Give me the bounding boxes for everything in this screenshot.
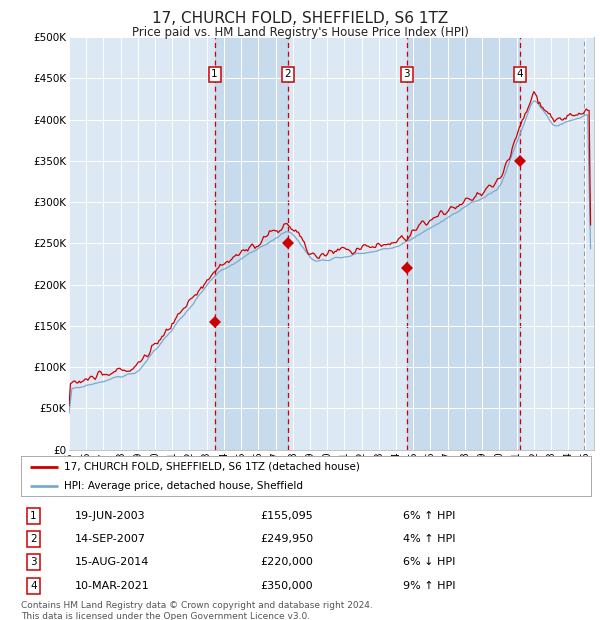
Text: 10-MAR-2021: 10-MAR-2021 (75, 580, 150, 591)
Text: £155,095: £155,095 (260, 511, 313, 521)
Text: Contains HM Land Registry data © Crown copyright and database right 2024.
This d: Contains HM Land Registry data © Crown c… (21, 601, 373, 620)
Text: 17, CHURCH FOLD, SHEFFIELD, S6 1TZ: 17, CHURCH FOLD, SHEFFIELD, S6 1TZ (152, 11, 448, 26)
Text: 2: 2 (30, 534, 37, 544)
Text: 19-JUN-2003: 19-JUN-2003 (75, 511, 146, 521)
Text: 3: 3 (403, 69, 410, 79)
Text: 6% ↓ HPI: 6% ↓ HPI (403, 557, 455, 567)
Text: 17, CHURCH FOLD, SHEFFIELD, S6 1TZ (detached house): 17, CHURCH FOLD, SHEFFIELD, S6 1TZ (deta… (64, 461, 359, 472)
Text: 4: 4 (30, 580, 37, 591)
Text: £220,000: £220,000 (260, 557, 313, 567)
Bar (407, 37, 520, 450)
Text: 2: 2 (284, 69, 291, 79)
Text: £249,950: £249,950 (260, 534, 314, 544)
Text: HPI: Average price, detached house, Sheffield: HPI: Average price, detached house, Shef… (64, 481, 303, 491)
Text: Price paid vs. HM Land Registry's House Price Index (HPI): Price paid vs. HM Land Registry's House … (131, 26, 469, 39)
Text: 14-SEP-2007: 14-SEP-2007 (75, 534, 146, 544)
Text: 9% ↑ HPI: 9% ↑ HPI (403, 580, 455, 591)
Bar (215, 37, 288, 450)
Text: 6% ↑ HPI: 6% ↑ HPI (403, 511, 455, 521)
Text: 1: 1 (211, 69, 218, 79)
Text: 4: 4 (517, 69, 523, 79)
Text: 4% ↑ HPI: 4% ↑ HPI (403, 534, 455, 544)
Text: £350,000: £350,000 (260, 580, 313, 591)
Text: 15-AUG-2014: 15-AUG-2014 (75, 557, 149, 567)
Text: 1: 1 (30, 511, 37, 521)
Text: 3: 3 (30, 557, 37, 567)
